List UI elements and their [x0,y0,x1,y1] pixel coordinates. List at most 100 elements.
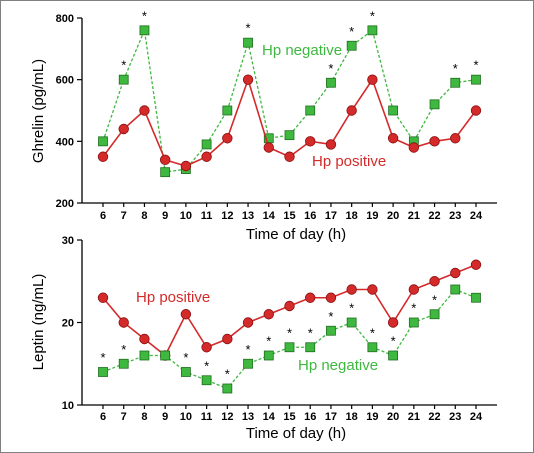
leptin-hp-positive-point [180,309,192,320]
leptin-x-tick-label: 21 [408,411,420,423]
leptin-hp-negative-point [118,358,129,369]
leptin-hp-negative-point [367,342,378,353]
ghrelin-hp-positive-point [242,74,254,85]
leptin-significance-star: * [432,292,437,307]
leptin-hp-negative-point [305,342,316,353]
ghrelin-x-tick-label: 18 [346,210,358,222]
ghrelin-significance-star: * [121,58,126,73]
leptin-significance-star: * [370,325,375,340]
ghrelin-hp-negative-point [222,105,233,116]
ghrelin-x-axis-title: Time of day (h) [246,226,346,243]
leptin-x-tick-label: 17 [325,411,337,423]
ghrelin-y-tick-label: 400 [56,136,74,148]
ghrelin-x-tick-label: 19 [366,210,378,222]
leptin-hp-positive-point [450,267,461,279]
leptin-x-axis-title: Time of day (h) [246,425,346,442]
ghrelin-hp-positive-label: Hp positive [312,153,386,170]
ghrelin-x-tick-label: 15 [283,210,295,222]
leptin-x-tick-label: 19 [366,411,378,423]
ghrelin-hp-negative-point [471,74,481,85]
ghrelin-significance-star: * [370,8,375,23]
ghrelin-hp-negative-point [139,25,150,36]
leptin-hp-negative-point [429,309,440,320]
leptin-hp-positive-point [118,317,129,328]
leptin-significance-star: * [391,334,396,349]
ghrelin-significance-star: * [453,61,458,76]
ghrelin-hp-negative-point [326,77,336,88]
leptin-panel: Leptin (ng/mL) Time of day (h) 10 20 30 6 7 8… [30,235,497,442]
leptin-hp-positive-point [222,333,233,345]
ghrelin-hp-positive-point [470,105,482,116]
leptin-x-tick-label: 9 [162,411,168,423]
ghrelin-hp-negative-point [388,105,399,116]
ghrelin-x-tick-label: 14 [263,210,276,222]
ghrelin-hp-positive-point [367,74,378,85]
ghrelin-hp-positive-point [159,154,171,166]
ghrelin-hp-positive-point [346,105,357,116]
ghrelin-hp-negative-point [450,77,461,88]
leptin-x-tick-label: 16 [304,411,316,423]
leptin-significance-star: * [411,301,416,316]
leptin-significance-star: * [349,301,354,316]
leptin-y-tick-label: 10 [62,400,74,412]
leptin-hp-positive-point [284,300,295,312]
ghrelin-hp-positive-point [284,151,295,162]
leptin-hp-positive-point [201,342,212,353]
leptin-x-tick-label: 22 [428,411,440,423]
leptin-hp-positive-point [305,292,316,303]
leptin-hp-positive-point [325,292,337,303]
ghrelin-hp-negative-point [98,136,108,147]
ghrelin-significance-star: * [246,21,251,36]
leptin-significance-star: * [246,342,251,357]
ghrelin-x-tick-label: 9 [162,210,168,222]
leptin-x-tick-label: 11 [201,411,213,423]
leptin-x-tick-label: 24 [470,411,483,423]
ghrelin-x-tick-label: 7 [121,210,127,222]
leptin-y-tick-label: 20 [62,318,74,330]
ghrelin-hp-positive-point [305,136,316,147]
ghrelin-y-tick-label: 800 [56,13,74,25]
leptin-hp-positive-label: Hp positive [136,289,210,306]
ghrelin-x-tick-label: 21 [408,210,420,222]
leptin-significance-star: * [287,325,292,340]
leptin-hp-negative-point [98,367,108,377]
ghrelin-hp-negative-point [305,105,316,116]
ghrelin-x-tick-label: 20 [387,210,399,222]
leptin-x-tick-label: 23 [449,411,461,423]
leptin-hp-positive-point [429,276,440,287]
leptin-significance-star: * [121,342,126,357]
leptin-hp-positive-point [367,284,378,295]
ghrelin-x-tick-label: 12 [221,210,233,222]
leptin-hp-negative-point [201,375,212,386]
leptin-y-tick-label: 30 [62,235,74,247]
ghrelin-x-tick-label: 6 [100,210,106,222]
ghrelin-hp-negative-point [346,40,357,51]
leptin-significance-star: * [328,309,333,324]
leptin-x-tick-label: 8 [141,411,147,423]
ghrelin-hp-positive-point [325,139,337,150]
leptin-x-tick-label: 7 [121,411,127,423]
leptin-x-tick-label: 20 [387,411,399,423]
leptin-hp-positive-point [97,292,109,303]
ghrelin-hp-negative-point [367,25,378,36]
ghrelin-significance-star: * [328,61,333,76]
ghrelin-x-tick-label: 16 [304,210,316,222]
ghrelin-hp-negative-point [284,130,295,141]
leptin-hp-negative-point [326,325,336,336]
ghrelin-x-tick-label: 23 [449,210,461,222]
ghrelin-hp-negative-point [243,37,253,48]
leptin-significance-star: * [204,358,209,373]
ghrelin-hp-negative-label: Hp negative [262,42,342,59]
ghrelin-y-tick-label: 600 [56,75,74,87]
ghrelin-x-tick-label: 10 [180,210,192,222]
ghrelin-hp-positive-point [263,142,274,153]
leptin-x-tick-label: 13 [242,411,254,423]
ghrelin-x-tick-label: 17 [325,210,337,222]
leptin-hp-negative-point [408,317,419,328]
leptin-x-tick-label: 15 [283,411,295,423]
ghrelin-hp-positive-point [429,136,440,147]
ghrelin-significance-star: * [349,24,354,39]
ghrelin-hp-positive-point [201,151,212,162]
